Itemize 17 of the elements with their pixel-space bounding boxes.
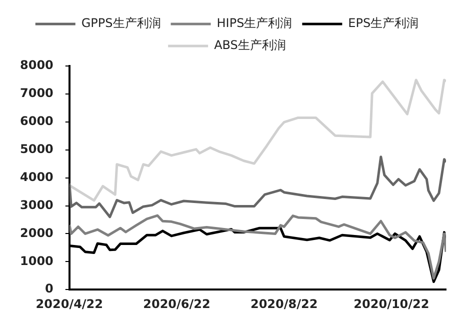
y-tick-label: 8000 bbox=[20, 58, 54, 72]
y-tick-label: 6000 bbox=[20, 114, 54, 128]
y-tick-label: 7000 bbox=[20, 86, 54, 100]
y-tick-label: 4000 bbox=[20, 170, 54, 184]
legend-label: EPS生产利润 bbox=[348, 16, 419, 30]
y-tick-label: 5000 bbox=[20, 142, 54, 156]
legend-label: HIPS生产利润 bbox=[216, 16, 292, 30]
y-tick-label: 3000 bbox=[20, 198, 54, 212]
x-tick-label: 2020/6/22 bbox=[143, 296, 210, 311]
x-tick-label: 2020/8/22 bbox=[250, 296, 318, 311]
legend-label: ABS生产利润 bbox=[214, 38, 286, 52]
x-tick-label: 2020/4/22 bbox=[36, 296, 104, 311]
legend-label: GPPS生产利润 bbox=[81, 16, 161, 30]
y-tick-label: 2000 bbox=[20, 226, 54, 240]
x-tick-label: 2020/10/22 bbox=[354, 296, 430, 311]
y-tick-label: 1000 bbox=[20, 254, 54, 268]
y-tick-label: 0 bbox=[45, 282, 54, 296]
